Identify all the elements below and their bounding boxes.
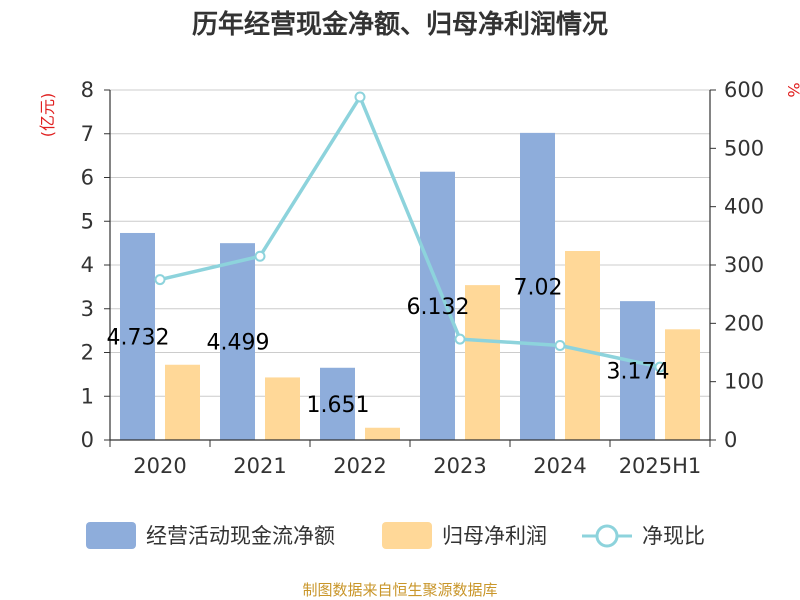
line-layer	[154, 91, 666, 373]
right-axis-tick-label: 500	[724, 136, 764, 160]
right-axis-tick-label: 600	[724, 78, 764, 102]
point-cash-ratio	[554, 340, 566, 351]
left-axis-tick-label: 6	[81, 166, 94, 190]
bar-net-profit	[265, 377, 300, 440]
legend-swatch-net-profit	[382, 522, 432, 549]
right-axis-tick-label: 300	[724, 253, 764, 277]
bar-layer	[120, 132, 700, 440]
left-axis-tick-label: 3	[81, 297, 94, 321]
point-cash-ratio	[154, 274, 166, 286]
legend: 经营活动现金流净额 归母净利润 净现比	[86, 522, 705, 549]
point-cash-ratio	[254, 250, 266, 262]
legend-swatch-operating-cash-flow	[86, 522, 136, 549]
data-label-operating-cash-flow: 1.651	[307, 393, 370, 418]
source-note: 制图数据来自恒生聚源数据库	[302, 581, 497, 599]
x-axis-tick-label: 2024	[533, 454, 586, 478]
bar-operating-cash-flow	[320, 367, 355, 440]
right-axis-tick-label: 400	[724, 195, 764, 219]
chart-title: 历年经营现金净额、归母净利润情况	[192, 9, 608, 40]
x-axis-tick-label: 2020	[133, 454, 186, 478]
point-cash-ratio	[354, 91, 366, 103]
data-label-operating-cash-flow: 4.499	[207, 331, 270, 356]
data-label-operating-cash-flow: 3.174	[607, 360, 670, 385]
axis-layer: 0 1 2 3 4 5 6 7 8 0 100 200 300 400 500 600 2020 2021 2022…	[81, 78, 764, 478]
bar-net-profit	[565, 251, 600, 440]
x-axis-tick-label: 2022	[333, 454, 386, 478]
right-axis-tick-label: 200	[724, 311, 764, 335]
legend-label-operating-cash-flow: 经营活动现金流净额	[146, 524, 335, 548]
bar-net-profit	[365, 427, 400, 440]
left-axis-tick-label: 8	[81, 78, 94, 102]
x-axis-tick-label: 2021	[233, 454, 286, 478]
right-axis-unit: %	[784, 82, 800, 97]
point-cash-ratio	[454, 333, 466, 345]
left-axis-tick-label: 2	[81, 341, 94, 365]
left-axis-tick-label: 1	[81, 384, 94, 408]
data-label-operating-cash-flow: 4.732	[107, 325, 170, 350]
right-axis-tick-label: 0	[724, 428, 737, 452]
left-axis-unit: (亿元)	[38, 93, 57, 138]
point-cash-ratio	[654, 361, 666, 373]
legend-label-cash-ratio: 净现比	[642, 524, 705, 548]
bar-operating-cash-flow	[520, 132, 555, 440]
legend-label-net-profit: 归母净利润	[442, 524, 547, 548]
bar-operating-cash-flow	[620, 301, 655, 440]
bar-operating-cash-flow	[420, 171, 455, 440]
line-cash-ratio	[159, 95, 661, 369]
left-axis-tick-label: 4	[81, 253, 94, 277]
x-axis-tick-label: 2025H1	[619, 454, 702, 478]
bar-net-profit	[665, 329, 700, 440]
data-label-operating-cash-flow: 7.02	[514, 275, 563, 300]
legend-marker-cash-ratio-icon	[595, 524, 619, 548]
right-axis-tick-label: 100	[724, 370, 764, 394]
data-label-operating-cash-flow: 6.132	[407, 295, 470, 320]
bar-operating-cash-flow	[220, 243, 255, 440]
left-axis-tick-label: 0	[81, 428, 94, 452]
label-layer: 4.732 4.499 1.651 6.132 7.02 3.174	[107, 275, 670, 417]
bar-net-profit	[165, 364, 200, 440]
x-axis-tick-label: 2023	[433, 454, 486, 478]
bar-operating-cash-flow	[120, 232, 155, 440]
left-axis-tick-label: 5	[81, 209, 94, 233]
bar-net-profit	[465, 285, 500, 440]
left-axis-tick-label: 7	[81, 122, 94, 146]
